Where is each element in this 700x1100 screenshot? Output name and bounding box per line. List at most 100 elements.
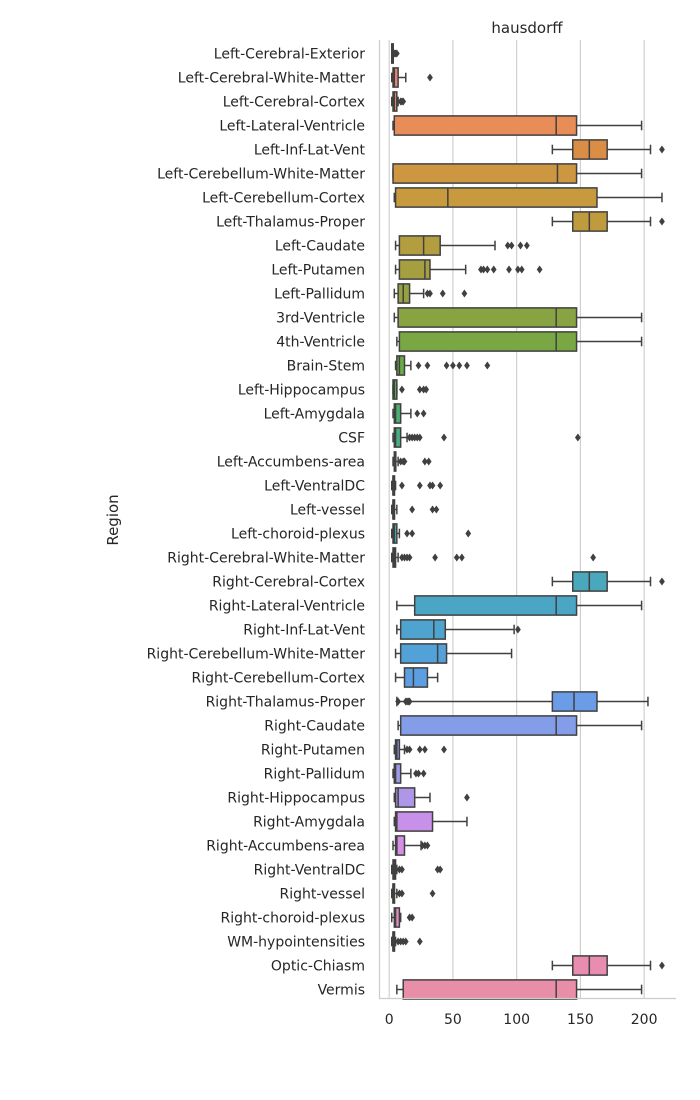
outlier-marker: [484, 361, 491, 370]
box-right-cerebral-white-matter: [390, 547, 597, 568]
box-3rd-ventricle: [393, 307, 643, 328]
y-tick-label: Left-Cerebral-White-Matter: [178, 71, 365, 87]
y-tick-label: Brain-Stem: [287, 359, 365, 375]
box-optic-chiasm: [551, 955, 665, 976]
x-tick-label: 50: [444, 1012, 462, 1028]
outlier-marker: [515, 625, 521, 634]
iqr-box: [396, 355, 406, 376]
iqr-box: [394, 787, 416, 808]
box-left-inf-lat-vent: [551, 139, 665, 160]
y-tick-label: Left-Cerebellum-White-Matter: [157, 167, 365, 183]
outlier-marker: [506, 265, 512, 274]
outlier-marker: [441, 433, 447, 442]
y-tick-label: Left-Accumbens-area: [217, 455, 365, 471]
y-tick-label: Right-Putamen: [261, 743, 365, 759]
outlier-marker: [422, 745, 428, 754]
box-right-inf-lat-vent: [396, 619, 521, 640]
outlier-marker: [443, 361, 450, 370]
box-right-accumbens-area: [392, 835, 431, 856]
y-tick-label: Left-Pallidum: [274, 287, 365, 303]
outlier-marker: [458, 553, 465, 562]
outlier-marker: [429, 481, 436, 490]
outlier-marker: [424, 361, 431, 370]
outlier-marker: [399, 385, 405, 394]
x-tick-label: 200: [631, 1012, 658, 1028]
plot-area: [390, 43, 665, 1000]
y-tick-label: Right-Hippocampus: [227, 791, 365, 807]
box-left-cerebral-cortex: [390, 91, 407, 112]
box-right-lateral-ventricle: [396, 595, 643, 616]
box-right-cerebellum-white-matter: [394, 643, 513, 664]
iqr-box: [402, 979, 578, 1000]
axes: [378, 40, 676, 1000]
outlier-marker: [399, 865, 405, 874]
box-right-hippocampus: [393, 787, 470, 808]
box-right-cerebellum-cortex: [394, 667, 439, 688]
y-tick-label: Left-vessel: [290, 503, 365, 519]
y-tick-label: Right-Amygdala: [253, 815, 365, 831]
iqr-box: [393, 907, 401, 928]
outlier-marker: [518, 265, 525, 274]
box-left-thalamus-proper: [551, 211, 665, 232]
outlier-marker: [399, 889, 405, 898]
box-4th-ventricle: [396, 331, 643, 352]
box-right-choroid-plexus: [390, 907, 416, 928]
outlier-marker: [420, 769, 427, 778]
box-left-hippocampus: [392, 379, 430, 400]
outlier-marker: [432, 553, 438, 562]
outlier-marker: [659, 577, 665, 586]
outlier-marker: [464, 361, 470, 370]
y-tick-label: Left-Thalamus-Proper: [216, 215, 365, 231]
outlier-marker: [423, 385, 430, 394]
outlier-marker: [437, 481, 444, 490]
outlier-marker: [536, 265, 543, 274]
outlier-marker: [574, 433, 581, 442]
box-left-amygdala: [392, 403, 427, 424]
outlier-marker: [437, 865, 444, 874]
y-tick-label: Right-choroid-plexus: [221, 911, 366, 927]
iqr-box: [398, 235, 441, 256]
y-tick-label: 4th-Ventricle: [276, 335, 365, 351]
chart-title: hausdorff: [491, 19, 563, 37]
box-right-putamen: [393, 739, 447, 760]
outlier-marker: [453, 553, 460, 562]
box-right-ventraldc: [390, 859, 444, 880]
outlier-marker: [461, 289, 468, 298]
y-tick-label: Right-Caudate: [264, 719, 365, 735]
outlier-marker: [441, 745, 447, 754]
iqr-box: [394, 187, 598, 208]
y-tick-label: Right-Cerebellum-White-Matter: [147, 647, 366, 663]
outlier-marker: [508, 241, 515, 250]
box-vermis: [396, 979, 643, 1000]
outlier-marker: [406, 697, 413, 706]
box-left-cerebellum-cortex: [393, 187, 663, 208]
y-tick-label: Right-Pallidum: [264, 767, 365, 783]
outlier-marker: [659, 145, 665, 154]
y-tick-label: CSF: [338, 431, 365, 447]
outlier-marker: [401, 457, 408, 466]
y-tick-label: Right-vessel: [279, 887, 365, 903]
y-axis-label: Region: [104, 494, 122, 545]
outlier-marker: [450, 361, 456, 370]
box-left-cerebellum-white-matter: [392, 163, 643, 184]
box-right-pallidum: [392, 763, 427, 784]
iqr-box: [397, 307, 578, 328]
box-left-lateral-ventricle: [392, 115, 643, 136]
iqr-box: [399, 715, 578, 736]
iqr-box: [399, 643, 448, 664]
y-tick-label: 3rd-Ventricle: [276, 311, 365, 327]
outlier-marker: [406, 553, 413, 562]
y-tick-label: Right-Thalamus-Proper: [206, 695, 366, 711]
y-tick-label: Left-Cerebral-Cortex: [223, 95, 365, 111]
x-tick-label: 0: [385, 1012, 394, 1028]
outlier-marker: [416, 481, 423, 490]
outlier-marker: [439, 289, 446, 298]
y-tick-label: Left-Cerebral-Exterior: [214, 47, 365, 63]
outlier-marker: [416, 385, 423, 394]
outlier-marker: [399, 481, 405, 490]
outlier-marker: [406, 745, 413, 754]
box-right-vessel: [390, 883, 436, 904]
x-tick-labels: 0 50 100 150 200: [385, 1012, 658, 1028]
box-left-cerebral-white-matter: [390, 67, 433, 88]
